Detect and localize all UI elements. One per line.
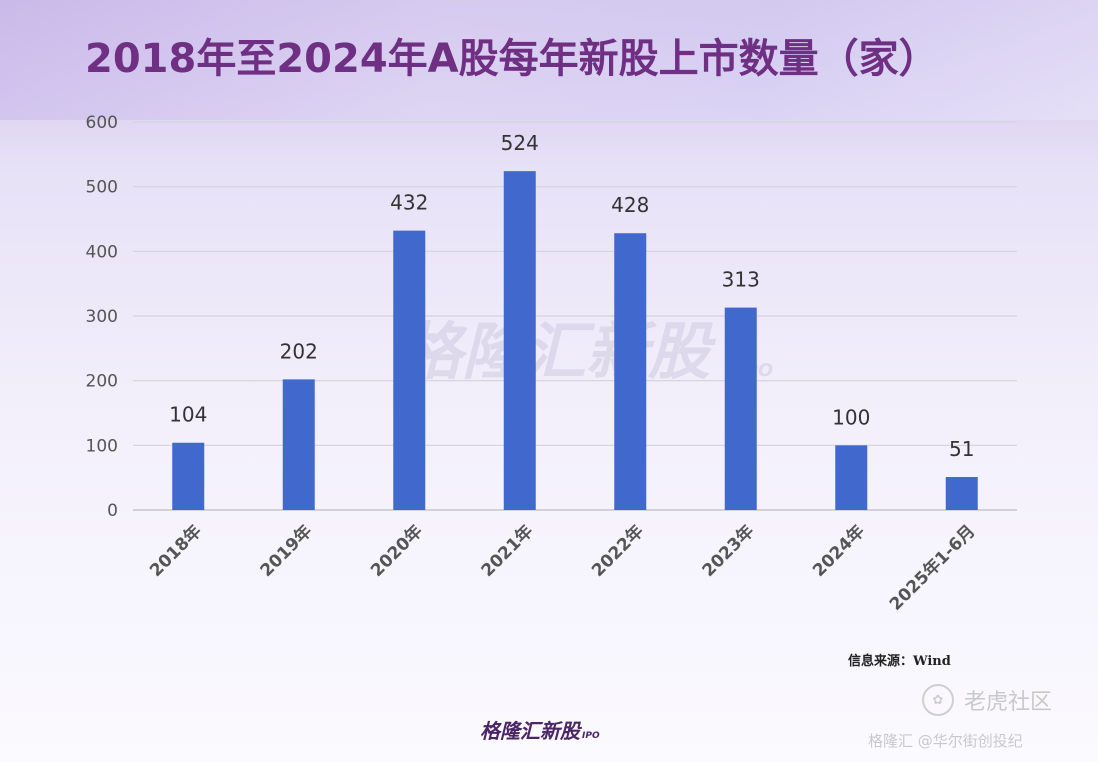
bar — [282, 379, 315, 510]
data-label: 524 — [501, 131, 539, 155]
x-tick-label: 2023年 — [698, 521, 758, 581]
data-label: 104 — [169, 403, 207, 427]
y-axis: 0 100 200 300 400 500 600 — [86, 113, 118, 521]
y-tick-label: 400 — [86, 242, 118, 262]
x-tick-label: 2021年 — [477, 521, 537, 581]
grid-lines — [133, 121, 1017, 511]
y-tick-label: 500 — [86, 178, 118, 198]
corner-logo: ✿ 老虎社区 — [922, 684, 1052, 716]
x-tick-label: 2020年 — [366, 521, 426, 581]
data-label: 100 — [832, 405, 870, 429]
bar — [724, 307, 757, 510]
bar — [503, 171, 536, 510]
source-note: 信息来源：Wind — [848, 654, 951, 669]
brand-name: 格隆汇新股 — [480, 719, 580, 743]
x-tick-label: 2024年 — [808, 521, 868, 581]
y-tick-label: 600 — [86, 113, 118, 133]
bars — [172, 171, 978, 510]
x-tick-label: 2018年 — [145, 521, 205, 581]
chart-title: 2018年至2024年A股每年新股上市数量（家） — [85, 36, 939, 82]
bar — [172, 442, 205, 510]
data-label: 313 — [722, 268, 760, 292]
brand-sub: IPO — [582, 731, 600, 741]
bar — [945, 477, 978, 510]
data-label: 51 — [949, 437, 974, 461]
tiger-icon: ✿ — [922, 684, 954, 716]
header-banner — [0, 0, 1098, 120]
x-tick-label: 2025年1-6月 — [885, 521, 979, 615]
y-tick-label: 0 — [107, 501, 118, 521]
brand-logo: 格隆汇新股 IPO — [480, 715, 600, 744]
bar — [393, 230, 426, 510]
corner-credit: 格隆汇 @华尔街创投纪 — [868, 732, 1023, 750]
data-label: 428 — [611, 193, 649, 217]
data-label: 202 — [280, 339, 318, 363]
corner-logo-text: 老虎社区 — [964, 690, 1053, 715]
data-label: 432 — [390, 191, 428, 215]
watermark-text: 格隆汇新股 — [400, 315, 717, 388]
y-tick-label: 300 — [86, 307, 118, 327]
bar — [835, 445, 868, 510]
x-axis: 2018年 2019年 2020年 2021年 2022年 2023年 2024年 2025年… — [145, 521, 979, 615]
data-labels: 104 202 432 524 428 313 100 51 — [169, 131, 974, 461]
y-tick-label: 200 — [86, 372, 118, 392]
x-tick-label: 2022年 — [587, 521, 647, 581]
x-tick-label: 2019年 — [256, 521, 316, 581]
y-tick-label: 100 — [86, 436, 118, 456]
bar — [614, 233, 647, 510]
